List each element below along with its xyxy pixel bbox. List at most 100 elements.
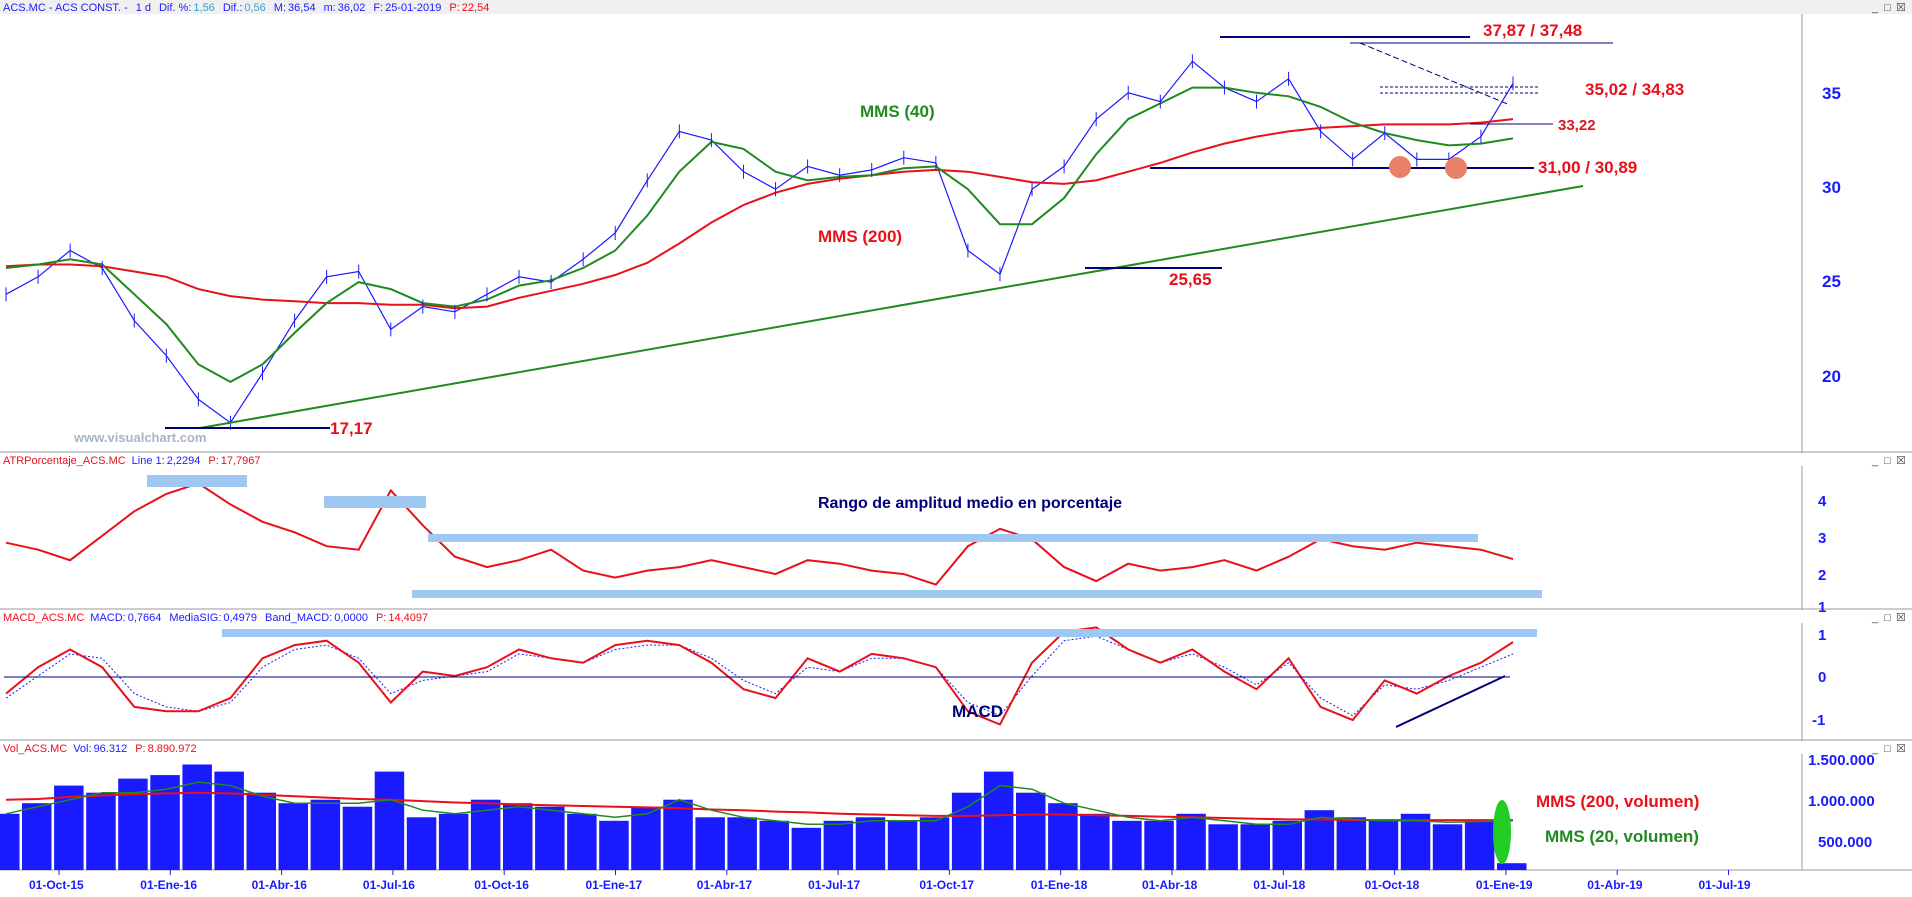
level-35-label: 35,02 / 34,83 xyxy=(1585,80,1684,99)
volume-bar xyxy=(1240,824,1270,870)
analyst-drawings xyxy=(4,36,1613,864)
volume-bar xyxy=(759,820,789,870)
volume-bar xyxy=(374,771,405,870)
volume-highlight xyxy=(1493,800,1511,864)
volume-bar xyxy=(919,817,950,870)
x-tick-label: 01-Oct-18 xyxy=(1365,878,1420,892)
atr-panel-header: ATRPorcentaje_ACS.MC Line 1: 2,2294 P: 17,79… xyxy=(3,455,261,467)
atr-y-tick: 1 xyxy=(1818,599,1826,616)
price-minimize-button[interactable]: _ xyxy=(1871,2,1879,14)
macd-close-button[interactable]: ☒ xyxy=(1896,612,1906,624)
volume-bar xyxy=(342,806,373,870)
volume-bar xyxy=(1208,824,1238,870)
volume-bar xyxy=(0,813,20,870)
x-tick-label: 01-Abr-16 xyxy=(252,878,308,892)
price-restore-button[interactable]: □ xyxy=(1884,2,1891,14)
volume-bar xyxy=(983,771,1014,870)
mms200-line xyxy=(5,118,1514,310)
price-panel-header: ACS.MC - ACS CONST. -1 d Dif. %: 1,56 Dif.:… xyxy=(3,2,489,14)
volume-bar xyxy=(1144,820,1174,870)
volume-bar xyxy=(1497,863,1527,870)
volume-bar xyxy=(727,817,757,870)
volume-bar xyxy=(214,771,244,870)
low-2018-label: 25,65 xyxy=(1169,270,1212,289)
volume-bar xyxy=(503,803,533,870)
volume-y-tick: 1.000.000 xyxy=(1808,793,1875,810)
price-y-tick: 35 xyxy=(1822,84,1841,103)
atr-close-button[interactable]: ☒ xyxy=(1896,455,1906,467)
macd-series-group xyxy=(5,626,1514,726)
macd-signal-line xyxy=(5,635,1514,717)
atr-minimize-button[interactable]: _ xyxy=(1871,455,1879,467)
price-close-button[interactable]: ☒ xyxy=(1896,2,1906,14)
price-y-tick: 20 xyxy=(1822,367,1841,386)
x-tick-label: 01-Ene-18 xyxy=(1031,878,1088,892)
macd-line xyxy=(5,626,1514,726)
volume-bar xyxy=(1272,820,1302,870)
atr-panel-title: Rango de amplitud medio en porcentaje xyxy=(818,495,1122,512)
volume-bar xyxy=(663,799,693,870)
support-label: 31,00 / 30,89 xyxy=(1538,158,1637,177)
volume-minimize-button[interactable]: _ xyxy=(1871,743,1879,755)
macd-panel-header: MACD_ACS.MC MACD: 0,7664 MediaSIG: 0,4979 Ban… xyxy=(3,612,428,624)
volume-bar xyxy=(695,817,725,870)
macd-panel-title: MACD xyxy=(952,702,1003,721)
x-tick-label: 01-Abr-19 xyxy=(1587,878,1643,892)
volume-bar xyxy=(1112,820,1142,870)
volume-bar xyxy=(1368,820,1399,870)
volume-bar xyxy=(310,799,341,870)
x-tick-label: 01-Oct-17 xyxy=(919,878,974,892)
macd-restore-button[interactable]: □ xyxy=(1884,612,1891,624)
x-tick-label: 01-Jul-19 xyxy=(1699,878,1751,892)
macd-y-tick: 1 xyxy=(1818,627,1826,644)
volume-y-tick: 1.500.000 xyxy=(1808,752,1875,769)
x-tick-label: 01-Abr-17 xyxy=(697,878,753,892)
atr-highlight-band xyxy=(147,475,247,487)
mms40-label: MMS (40) xyxy=(860,102,935,121)
atr-restore-button[interactable]: □ xyxy=(1884,455,1891,467)
x-tick-label: 01-Ene-17 xyxy=(586,878,643,892)
macd-upper-band xyxy=(222,629,1537,637)
long-term-trendline xyxy=(199,185,1584,429)
atr-line xyxy=(5,482,1514,586)
volume-close-button[interactable]: ☒ xyxy=(1896,743,1906,755)
volume-bar xyxy=(278,803,308,870)
volume-panel-header: Vol_ACS.MC Vol: 96.312 P: 8.890.972 xyxy=(3,743,197,755)
price-line xyxy=(5,60,1514,424)
atr-y-tick: 3 xyxy=(1818,530,1826,547)
low-2016-label: 17,17 xyxy=(330,419,373,438)
x-tick-label: 01-Ene-16 xyxy=(140,878,197,892)
double-bottom-marker xyxy=(1389,156,1411,178)
volume-bar xyxy=(406,817,437,870)
x-tick-label: 01-Jul-17 xyxy=(808,878,860,892)
atr-series-group xyxy=(5,482,1514,586)
volume-restore-button[interactable]: □ xyxy=(1884,743,1891,755)
volume-ma-group xyxy=(5,781,1514,826)
volume-bar xyxy=(22,803,52,870)
x-tick-label: 01-Oct-15 xyxy=(29,878,84,892)
price-y-tick: 30 xyxy=(1822,178,1841,197)
volume-bar xyxy=(855,817,886,870)
volume-bar xyxy=(567,813,597,870)
atr-highlight-band xyxy=(324,496,426,508)
mms200-label: MMS (200) xyxy=(818,227,902,246)
resistance-label: 37,87 / 37,48 xyxy=(1483,21,1582,40)
volume-mms20-label: MMS (20, volumen) xyxy=(1545,827,1699,846)
volume-bar xyxy=(951,792,982,870)
price-y-tick: 25 xyxy=(1822,272,1841,291)
volume-bar xyxy=(1048,803,1078,870)
volume-bar xyxy=(86,792,116,870)
volume-bar xyxy=(887,820,918,870)
volume-bar xyxy=(1336,817,1367,870)
volume-bar xyxy=(1080,813,1110,870)
x-tick-label: 01-Abr-18 xyxy=(1142,878,1198,892)
volume-mms200-label: MMS (200, volumen) xyxy=(1536,792,1699,811)
volume-mms20-line xyxy=(5,781,1514,826)
volume-bar xyxy=(631,806,661,870)
double-bottom-marker xyxy=(1445,157,1467,179)
macd-minimize-button[interactable]: _ xyxy=(1871,612,1879,624)
atr-upper-band xyxy=(428,534,1478,542)
volume-bar xyxy=(1432,824,1463,870)
